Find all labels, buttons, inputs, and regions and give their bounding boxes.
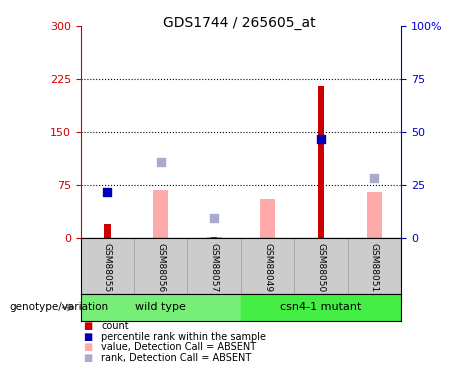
Text: percentile rank within the sample: percentile rank within the sample bbox=[101, 332, 266, 342]
Text: ■: ■ bbox=[83, 321, 92, 331]
Text: GSM88051: GSM88051 bbox=[370, 243, 379, 292]
Text: GSM88049: GSM88049 bbox=[263, 243, 272, 292]
Text: wild type: wild type bbox=[136, 303, 186, 312]
Text: genotype/variation: genotype/variation bbox=[9, 303, 108, 312]
Point bbox=[104, 189, 111, 195]
Bar bbox=[207, 237, 222, 238]
Text: GSM88057: GSM88057 bbox=[210, 243, 219, 292]
Bar bbox=[104, 224, 111, 238]
Point bbox=[211, 215, 218, 221]
Text: ■: ■ bbox=[83, 332, 92, 342]
Text: ■: ■ bbox=[83, 353, 92, 363]
Bar bbox=[81, 294, 241, 321]
Bar bbox=[211, 237, 218, 238]
Bar bbox=[241, 294, 401, 321]
Point bbox=[371, 175, 378, 181]
Text: GSM88050: GSM88050 bbox=[316, 243, 325, 292]
Text: value, Detection Call = ABSENT: value, Detection Call = ABSENT bbox=[101, 342, 256, 352]
Text: rank, Detection Call = ABSENT: rank, Detection Call = ABSENT bbox=[101, 353, 252, 363]
Bar bbox=[154, 190, 168, 238]
Bar bbox=[318, 86, 324, 238]
Text: ■: ■ bbox=[83, 342, 92, 352]
Point bbox=[157, 159, 165, 165]
Bar bbox=[260, 199, 275, 238]
Point bbox=[317, 136, 325, 142]
Bar bbox=[367, 192, 382, 238]
Text: count: count bbox=[101, 321, 129, 331]
Text: GSM88055: GSM88055 bbox=[103, 243, 112, 292]
Text: GDS1744 / 265605_at: GDS1744 / 265605_at bbox=[163, 16, 316, 30]
Text: csn4-1 mutant: csn4-1 mutant bbox=[280, 303, 362, 312]
Text: GSM88056: GSM88056 bbox=[156, 243, 165, 292]
